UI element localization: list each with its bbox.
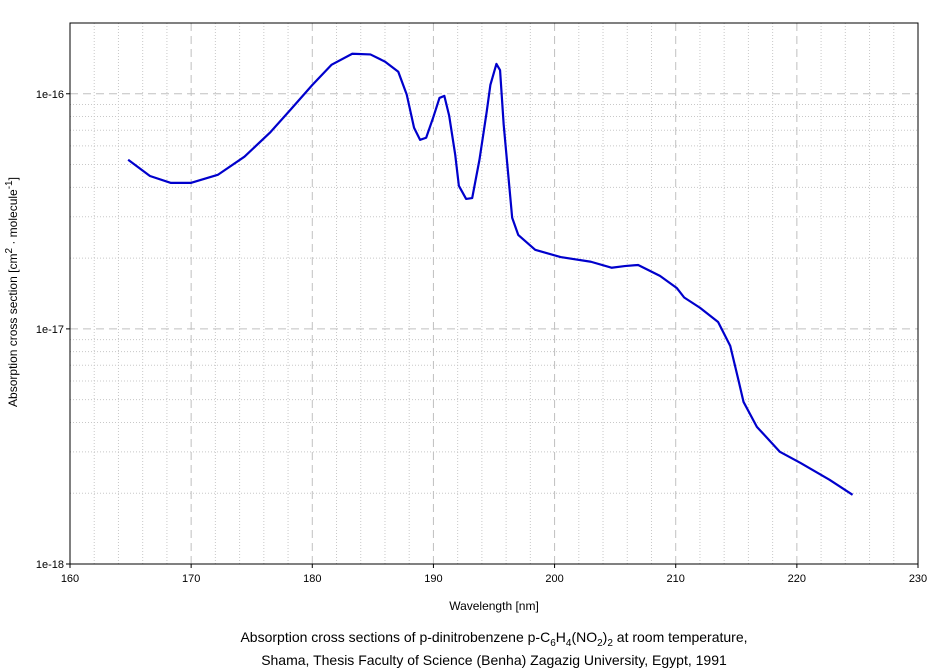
x-axis-label: Wavelength [nm] — [449, 599, 539, 613]
x-tick-label: 180 — [303, 573, 321, 585]
y-tick-label: 1e-18 — [36, 559, 64, 571]
caption-sub: 4 — [566, 638, 572, 649]
label-sup: -1 — [4, 180, 15, 189]
label-part: · molecule — [6, 189, 20, 248]
y-tick-label: 1e-17 — [36, 324, 64, 336]
x-tick-label: 190 — [424, 573, 442, 585]
caption-line-2: Shama, Thesis Faculty of Science (Benha)… — [261, 652, 727, 668]
x-tick-label: 230 — [909, 573, 927, 585]
x-tick-label: 200 — [545, 573, 563, 585]
label-part: ] — [6, 177, 20, 180]
label-part: Absorption cross section [cm — [6, 254, 20, 407]
x-tick-label: 220 — [788, 573, 806, 585]
x-tick-label: 160 — [61, 573, 79, 585]
caption-part: H — [556, 629, 566, 645]
y-axis-label: Absorption cross section [cm2 · molecule… — [4, 177, 20, 407]
caption-part: Absorption cross sections of p-dinitrobe… — [240, 629, 550, 645]
caption-line-1: Absorption cross sections of p-dinitrobe… — [240, 629, 747, 649]
x-tick-label: 170 — [182, 573, 200, 585]
caption-part: ) — [603, 629, 608, 645]
caption-part: (NO — [571, 629, 597, 645]
caption-sub: 2 — [607, 638, 613, 649]
label-sup: 2 — [4, 248, 15, 254]
caption-sub: 6 — [550, 638, 556, 649]
x-tick-label: 210 — [667, 573, 685, 585]
caption-part: at room temperature, — [613, 629, 748, 645]
caption-sub: 2 — [597, 638, 603, 649]
y-tick-label: 1e-16 — [36, 89, 64, 101]
plot-frame — [69, 22, 919, 565]
data-line — [127, 52, 854, 496]
